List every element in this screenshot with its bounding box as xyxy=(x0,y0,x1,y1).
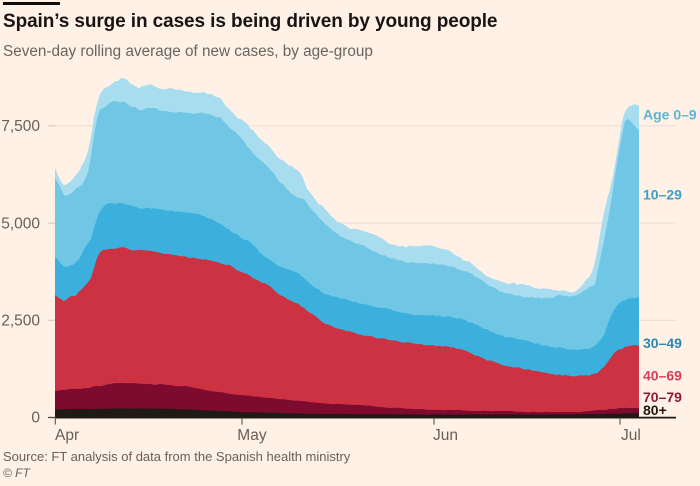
svg-text:Jun: Jun xyxy=(433,427,458,444)
svg-text:10–29: 10–29 xyxy=(643,187,682,203)
svg-text:0: 0 xyxy=(31,410,40,427)
svg-text:70–79: 70–79 xyxy=(643,389,682,405)
svg-text:5,000: 5,000 xyxy=(1,216,40,233)
svg-text:Apr: Apr xyxy=(55,427,79,444)
svg-text:Jul: Jul xyxy=(621,427,641,444)
svg-text:30–49: 30–49 xyxy=(643,335,682,351)
svg-text:7,500: 7,500 xyxy=(1,118,40,135)
svg-text:80+: 80+ xyxy=(643,402,667,418)
svg-text:40–69: 40–69 xyxy=(643,368,682,384)
svg-text:Age 0–9: Age 0–9 xyxy=(643,107,697,123)
svg-text:2,500: 2,500 xyxy=(1,313,40,330)
svg-text:May: May xyxy=(237,427,267,444)
